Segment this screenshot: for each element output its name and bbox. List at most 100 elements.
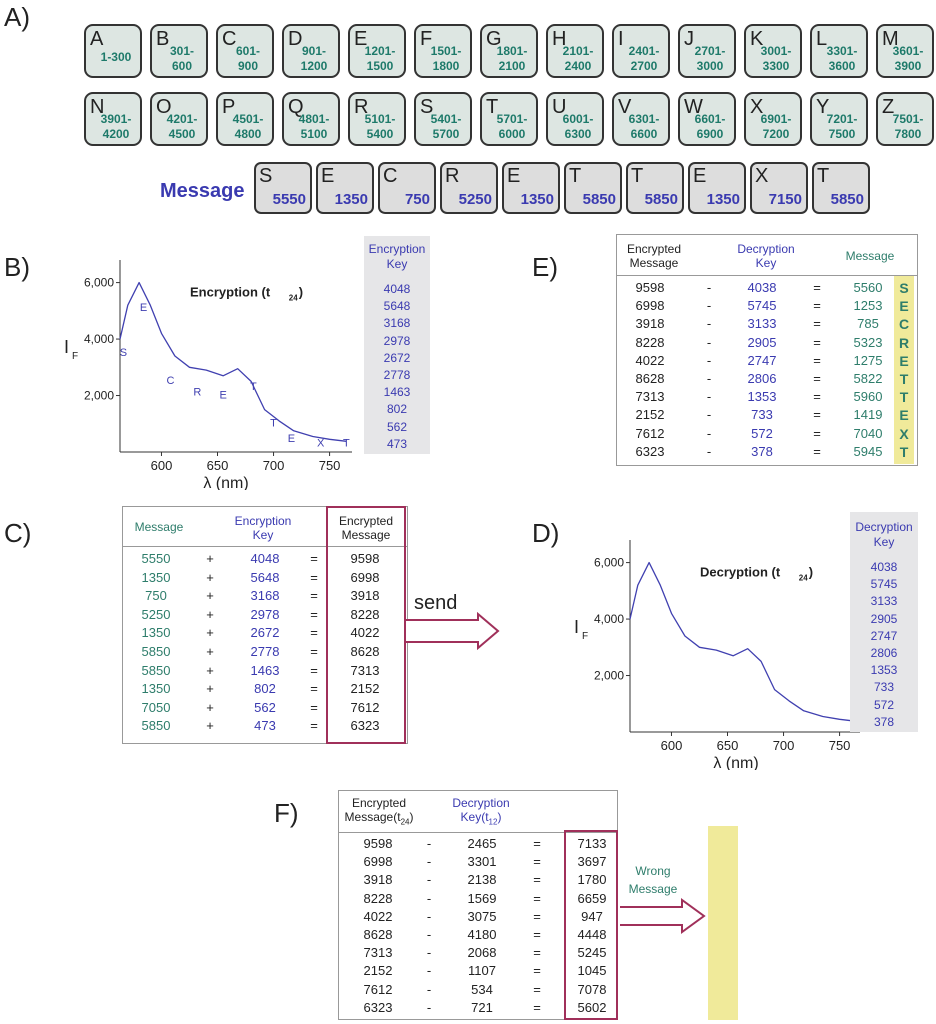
letter-box-letter: X (750, 96, 764, 118)
decryption-chart: 600 650 700 750 2,000 4,000 6,000 λ (nm) I F Decry… (574, 540, 860, 770)
letter-box-range: 1501- 1800 (428, 44, 464, 74)
x-tick-label: 750 (829, 738, 851, 753)
table-e-eq: = (813, 298, 821, 314)
point-label-6: T (270, 418, 277, 430)
y-tick-label: 2,000 (84, 389, 114, 403)
key-value: 1463 (383, 385, 411, 400)
key-value: 473 (386, 436, 408, 451)
letter-box-letter: M (882, 28, 899, 50)
table-e-letter: S (899, 280, 909, 296)
wrong-label-line2: Message (628, 882, 678, 896)
table-e-minus: - (706, 316, 712, 332)
letter-box-e: E 1201- 1500 (348, 24, 406, 78)
table-e-letter: T (899, 389, 909, 406)
message-box-7: E 1350 (688, 162, 746, 214)
x-tick-label: 650 (717, 738, 739, 753)
letter-box-letter: N (90, 96, 105, 118)
table-c-header-key2: Key (252, 528, 274, 542)
table-e-header-enc2: Message (629, 256, 679, 270)
wrong-letters-column (708, 826, 738, 1020)
table-e-key: 572 (751, 425, 773, 441)
table-f-encrypted: 9598 (363, 836, 393, 851)
table-f-header-enc2: Message(t24) (338, 810, 420, 829)
message-box-value: 1350 (706, 191, 740, 208)
letter-box-g: G 1801- 2100 (480, 24, 538, 78)
table-f-encrypted: 3918 (363, 872, 393, 888)
letter-box-q: Q 4801- 5100 (282, 92, 340, 146)
table-c-encrypted: 8628 (350, 644, 380, 659)
chart-title: Decryption (t (700, 565, 781, 580)
range-line-2: 6300 (564, 127, 592, 141)
letter-box-o: O 4201- 4500 (150, 92, 208, 146)
y-axis-label-sub: F (582, 631, 588, 642)
message-box-letter: E (693, 165, 707, 187)
y-axis-label-sub: F (72, 351, 78, 362)
table-f-encrypted: 2152 (363, 963, 393, 979)
table-c-divider (122, 546, 408, 547)
table-c-key: 2672 (250, 625, 280, 641)
table-c-encrypted: 6323 (350, 718, 380, 734)
table-e-header-enc1: Encrypted (626, 242, 682, 256)
range-line-1: 601- (235, 44, 261, 58)
x-axis-label: λ (nm) (713, 755, 758, 770)
table-e-encrypted: 9598 (635, 280, 665, 295)
table-f-header-key2: Key(t12) (446, 810, 516, 829)
letter-box-y: Y 7201- 7500 (810, 92, 868, 146)
range-line-2: 5400 (366, 127, 394, 141)
letter-box-range: 5701- 6000 (494, 112, 530, 142)
letter-box-k: K 3001- 3300 (744, 24, 802, 78)
table-e-message: 5323 (853, 334, 883, 350)
table-c-plus: + (206, 569, 214, 585)
letter-box-letter: G (486, 28, 502, 50)
table-c-plus: + (206, 681, 214, 697)
letter-box-letter: D (288, 28, 303, 50)
y-tick-label: 4,000 (84, 332, 114, 346)
table-c-key: 2978 (250, 606, 280, 622)
message-box-letter: S (259, 165, 273, 187)
letter-box-letter: F (420, 28, 433, 50)
table-e-encrypted: 7313 (635, 389, 665, 405)
table-f-minus: - (426, 836, 432, 851)
range-line-1: 2401- (628, 44, 660, 58)
letter-box-range: 1-300 (98, 50, 134, 65)
table-c-key: 1463 (250, 662, 280, 678)
range-line-1: 1-300 (100, 50, 132, 64)
message-box-value: 5850 (582, 191, 616, 208)
letter-box-letter: J (684, 28, 694, 50)
send-label: send (414, 592, 458, 614)
key-value: 733 (873, 680, 895, 695)
table-e-minus: - (706, 425, 712, 441)
message-label: Message (160, 180, 245, 202)
key-header-line2: Key (873, 535, 895, 549)
letter-box-range: 6301- 6600 (626, 112, 662, 142)
message-box-4: E 1350 (502, 162, 560, 214)
table-e-letter: E (899, 298, 909, 315)
wrong-arrow-icon (620, 898, 706, 934)
table-f-header-enc2-close: ) (409, 810, 414, 824)
message-box-letter: E (321, 165, 335, 187)
key-value: 3133 (870, 594, 898, 609)
table-f-header-enc2-sub: 24 (400, 817, 410, 827)
table-e-key: 2905 (747, 334, 777, 350)
y-tick-label: 6,000 (84, 276, 114, 290)
table-e-encrypted: 6323 (635, 443, 665, 459)
message-box-8: X 7150 (750, 162, 808, 214)
letter-box-r: R 5101- 5400 (348, 92, 406, 146)
range-line-2: 1500 (366, 59, 394, 73)
table-c-encrypted: 2152 (350, 681, 380, 697)
table-f-result: 1045 (577, 963, 607, 979)
table-f-encrypted: 4022 (363, 908, 393, 924)
key-header-line1: Decryption (855, 520, 913, 534)
key-value: 4038 (870, 560, 898, 574)
range-line-1: 4201- (166, 112, 198, 126)
table-c-key: 2778 (250, 644, 280, 659)
key-value: 3168 (383, 316, 411, 331)
message-box-2: C 750 (378, 162, 436, 214)
encryption-chart: 600 650 700 750 2,000 4,000 6,000 λ (nm) I F Encry… (64, 260, 352, 490)
table-c-encrypted: 8228 (350, 606, 380, 622)
letter-box-range: 7501- 7800 (890, 112, 926, 142)
letter-box-letter: Z (882, 96, 895, 118)
table-f-encrypted: 7313 (363, 945, 393, 961)
y-axis-label: I (574, 617, 579, 637)
letter-box-s: S 5401- 5700 (414, 92, 472, 146)
